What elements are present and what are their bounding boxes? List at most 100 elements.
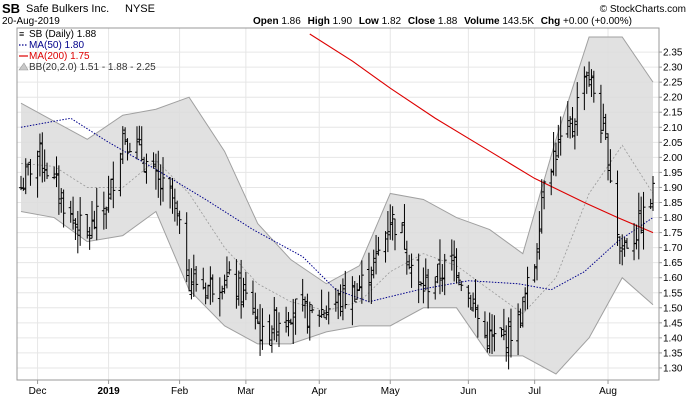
- price-bar: [92, 210, 97, 230]
- legend-item-ma200: MA(200) 1.75: [29, 51, 90, 62]
- price-bar: [508, 308, 513, 358]
- plot-border: [16, 27, 660, 381]
- price-bars: [19, 61, 655, 370]
- y-tick-label: 1.95: [663, 168, 683, 179]
- price-bar: [54, 156, 59, 188]
- price-bar: [416, 253, 421, 304]
- price-bar: [459, 280, 464, 292]
- legend-bb-swatch: [18, 62, 29, 71]
- y-tick-label: 1.65: [663, 258, 683, 269]
- price-bar: [234, 259, 239, 309]
- price-bar: [111, 161, 116, 209]
- price-bar: [139, 126, 144, 162]
- price-bar: [28, 158, 33, 186]
- y-tick-label: 2.30: [663, 63, 683, 74]
- price-bar: [423, 258, 428, 291]
- y-tick-label: 2.10: [663, 123, 683, 134]
- price-bar: [565, 101, 570, 138]
- price-bar: [291, 298, 296, 344]
- price-bar: [617, 236, 622, 265]
- price-bar: [227, 261, 232, 275]
- bb-lower-line: [20, 210, 654, 375]
- price-bar: [269, 325, 274, 353]
- price-bar: [352, 280, 357, 303]
- price-bar: [442, 253, 447, 296]
- price-bar: [243, 271, 248, 301]
- price-bar: [23, 158, 28, 195]
- price-bar: [305, 293, 310, 334]
- price-bar: [601, 103, 606, 132]
- price-bar: [168, 177, 173, 209]
- price-bar: [518, 308, 523, 329]
- price-bar: [620, 234, 625, 266]
- x-tick-label: Feb: [171, 386, 189, 397]
- legend-item-price: SB (Daily) 1.88: [29, 29, 97, 40]
- header-company: Safe Bulkers Inc.: [26, 3, 109, 15]
- y-tick-label: 1.70: [663, 243, 683, 254]
- price-bar: [606, 133, 611, 181]
- price-bar: [426, 268, 431, 309]
- price-bar: [326, 291, 331, 325]
- price-bar: [75, 210, 80, 254]
- price-bar: [189, 268, 194, 300]
- price-bar: [161, 157, 166, 202]
- price-bar: [490, 314, 495, 354]
- price-bar: [371, 249, 376, 279]
- price-bar: [482, 311, 487, 339]
- price-bar: [553, 142, 558, 177]
- price-bar: [71, 196, 76, 230]
- price-bar: [537, 211, 542, 260]
- price-bar: [651, 175, 655, 212]
- price-bar: [506, 317, 511, 370]
- price-bar: [68, 200, 73, 223]
- price-bar: [584, 71, 589, 94]
- price-bar: [144, 153, 149, 184]
- price-bar: [37, 133, 42, 177]
- price-bar: [338, 284, 343, 317]
- x-tick-label: Aug: [599, 386, 617, 397]
- price-bar: [45, 162, 50, 180]
- price-bar: [134, 126, 139, 160]
- price-bar: [236, 270, 241, 306]
- y-tick-label: 1.30: [663, 363, 683, 374]
- price-bar: [137, 125, 142, 146]
- y-tick-label: 1.75: [663, 228, 683, 239]
- price-bar: [487, 312, 492, 354]
- header-symbol: SB: [2, 1, 20, 16]
- price-bar: [300, 278, 305, 312]
- price-bar: [118, 152, 123, 197]
- price-bar: [42, 149, 47, 182]
- price-bar: [175, 200, 180, 226]
- x-tick-label: 2019: [97, 386, 120, 397]
- price-bar: [520, 296, 525, 328]
- price-bar: [400, 222, 405, 234]
- price-bar: [369, 266, 374, 305]
- price-bar: [504, 325, 509, 362]
- high-label: High: [308, 16, 330, 27]
- price-bar: [127, 142, 132, 153]
- x-tick-label: Jun: [460, 386, 476, 397]
- price-bar: [277, 312, 282, 348]
- price-bar: [274, 307, 279, 343]
- price-bar: [492, 315, 497, 352]
- price-bar: [61, 189, 66, 228]
- price-bar: [404, 240, 409, 275]
- price-bar: [556, 124, 561, 158]
- price-bar: [587, 61, 592, 87]
- price-bar: [172, 188, 177, 222]
- price-bar: [85, 214, 90, 239]
- price-bar: [433, 276, 438, 300]
- price-bar: [603, 113, 608, 140]
- price-bar: [21, 177, 26, 191]
- y-tick-label: 1.90: [663, 183, 683, 194]
- price-bar: [205, 284, 210, 300]
- price-bar: [402, 204, 407, 250]
- y-tick-label: 2.35: [663, 48, 683, 59]
- price-bar: [475, 304, 480, 338]
- close-value: 1.88: [438, 16, 458, 27]
- volume-label: Volume: [464, 16, 500, 27]
- price-bar: [355, 283, 360, 300]
- price-bar: [87, 226, 92, 250]
- price-bar: [440, 264, 445, 292]
